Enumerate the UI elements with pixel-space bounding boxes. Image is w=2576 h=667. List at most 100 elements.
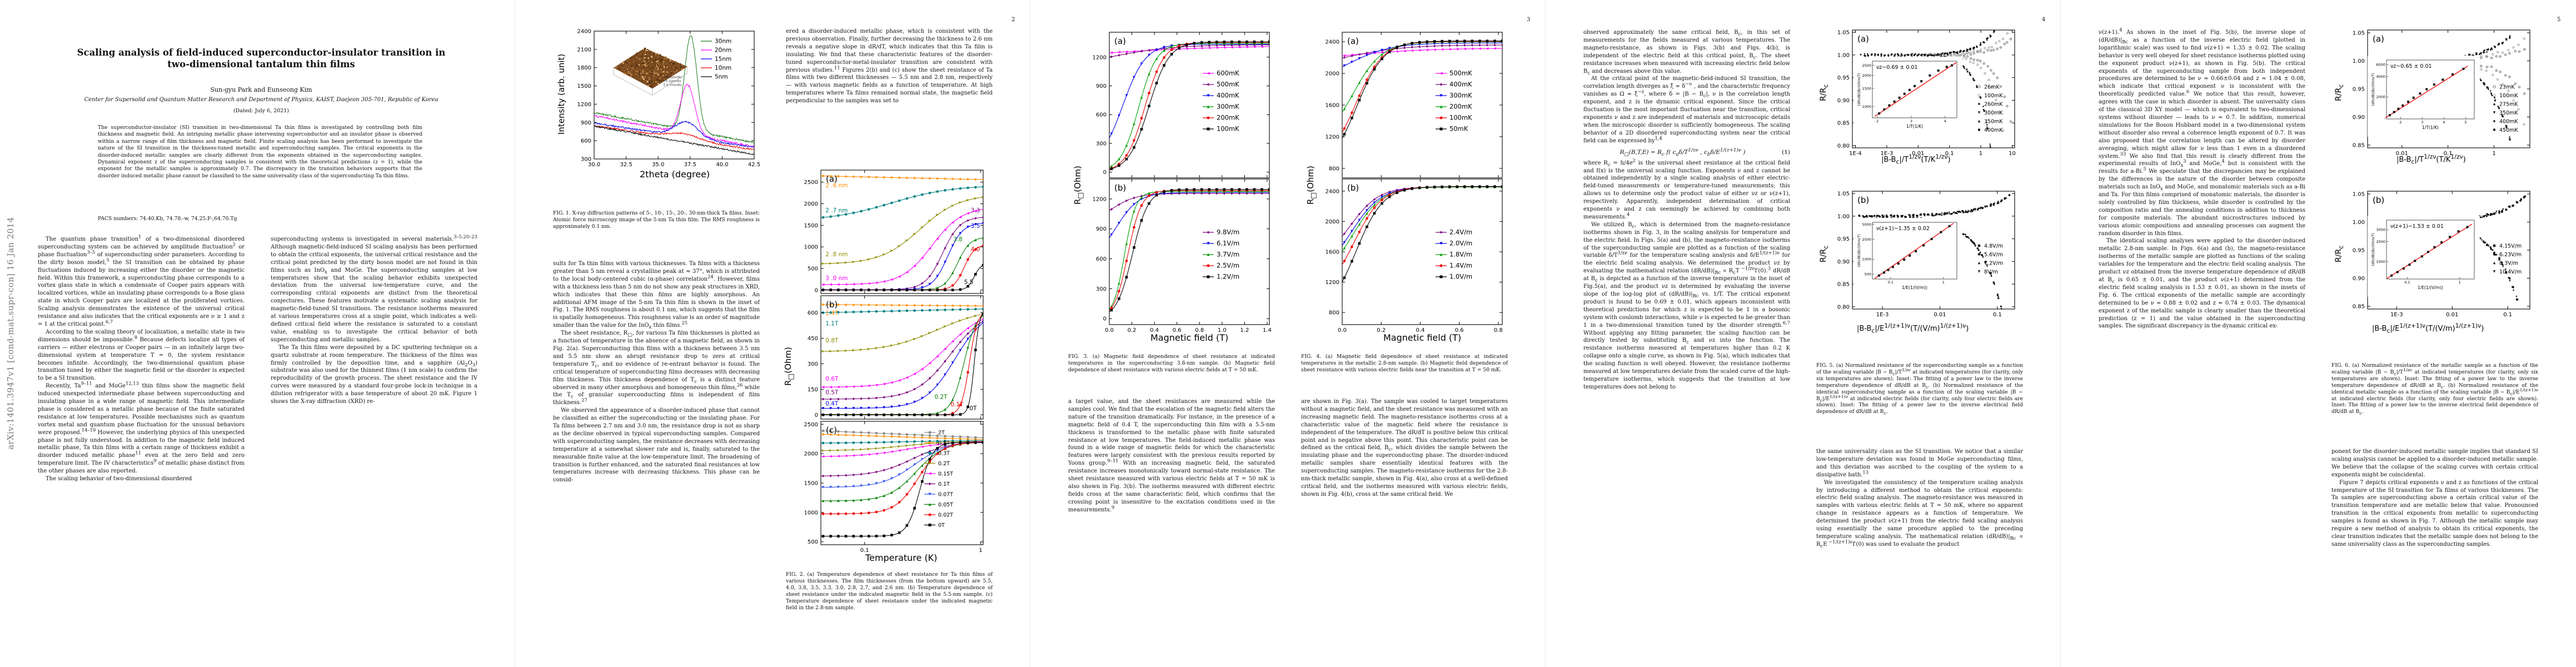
svg-text:νz~0.69 ± 0.01: νz~0.69 ± 0.01: [1876, 64, 1918, 71]
page-1: arXiv:1401.3947v1 [cond-mat.supr-con] 16…: [0, 0, 515, 667]
axis-label: Magnetic field (T): [1383, 332, 1462, 343]
svg-text:5.6V/m: 5.6V/m: [1984, 252, 2003, 258]
svg-text:400mK: 400mK: [1217, 92, 1239, 99]
svg-text:4.0: 4.0: [971, 246, 980, 253]
page-2: 2 30.0 32.5 35.0 37.5 40.0 42.5 300 600 900 1200 1…: [515, 0, 1030, 667]
svg-text:0.6T: 0.6T: [825, 376, 839, 382]
svg-text:1500: 1500: [804, 223, 818, 229]
svg-text:1.4V/m: 1.4V/m: [1449, 262, 1472, 270]
svg-text:0.1: 0.1: [1888, 280, 1894, 285]
svg-text:0: 0: [815, 412, 818, 419]
svg-text:6000: 6000: [2376, 62, 2385, 67]
paper-pacs: PACS numbers: 74.40.Kb, 74.78.-w, 74.25.…: [98, 216, 237, 222]
svg-text:300: 300: [581, 157, 591, 163]
svg-text:(a): (a): [1114, 36, 1126, 46]
svg-text:1000: 1000: [804, 510, 818, 516]
svg-text:260mK: 260mK: [1984, 101, 2003, 107]
figure-6-scaling-metallic: 0.01 0.1 1 0.85 0.90 0.95 1.00 1.05 (a) 23mK 100mK…: [2321, 24, 2543, 358]
axis-label: |B-Bc|/T1/zν(T/K1/zν): [1881, 153, 1951, 166]
paragraph: According to the scaling theory of local…: [38, 328, 245, 382]
svg-text:0.2T: 0.2T: [938, 461, 950, 467]
svg-text:1E-3: 1E-3: [1881, 151, 1894, 157]
svg-text:32.5: 32.5: [620, 162, 632, 168]
svg-text:2: 2: [2399, 120, 2401, 125]
svg-text:0.85: 0.85: [2353, 303, 2365, 310]
svg-text:2.0V/m: 2.0V/m: [1449, 240, 1472, 247]
svg-text:5nm: 5nm: [715, 74, 728, 81]
page-4: 4 observed approximately the same critic…: [1546, 0, 2061, 667]
svg-text:1: 1: [2459, 280, 2461, 285]
svg-text:2400: 2400: [577, 29, 591, 35]
axis-label: R/Rc: [2334, 245, 2345, 262]
svg-text:0.01: 0.01: [1912, 151, 1924, 157]
paragraph: The sheet resistance, R□, for various Ta…: [553, 330, 760, 406]
svg-text:1000: 1000: [804, 245, 818, 251]
svg-text:1200: 1200: [1093, 54, 1107, 61]
svg-text:0.80: 0.80: [1837, 143, 1850, 149]
svg-text:1000: 1000: [1862, 257, 1871, 262]
axis-label: R/Rc: [1819, 84, 1830, 101]
axis-label: R□(Ohm): [1306, 166, 1317, 205]
svg-text:3: 3: [1910, 119, 1912, 123]
svg-text:500: 500: [1865, 272, 1871, 277]
svg-text:1.00: 1.00: [1837, 213, 1850, 220]
svg-text:1: 1: [1979, 151, 1982, 157]
svg-text:0: 0: [815, 287, 818, 293]
svg-text:1600: 1600: [1326, 250, 1339, 256]
fig1-chart: 30.0 32.5 35.0 37.5 40.0 42.5 300 600 900 1200 150…: [547, 26, 768, 202]
svg-text:300: 300: [808, 361, 818, 367]
fig5-caption: FIG. 5. (a) Normalized resistance of the…: [1816, 362, 2024, 416]
svg-text:100mK: 100mK: [1449, 114, 1472, 122]
svg-text:0.8: 0.8: [1494, 327, 1503, 334]
svg-text:500mK: 500mK: [1449, 69, 1472, 77]
svg-text:1.2: 1.2: [1240, 327, 1249, 334]
paragraph: We utilized Bc, which is determined from…: [1583, 221, 1791, 390]
svg-text:4000: 4000: [2376, 74, 2385, 79]
figure-2-rt-curves: 0 500 1000 1500 2000 2500 (a) 2 .6 nm 2 .7 nm 2 .…: [775, 165, 998, 568]
svg-text:0.95: 0.95: [1837, 236, 1850, 242]
axis-label: R/Rc: [1819, 245, 1830, 262]
svg-text:42.5: 42.5: [748, 162, 760, 168]
svg-text:0.8T: 0.8T: [825, 337, 839, 344]
svg-text:1: 1: [2492, 151, 2495, 157]
page2-column-right-top: ered a disorder-induced metallic phase, …: [786, 28, 993, 105]
svg-text:0.1: 0.1: [1993, 312, 2002, 318]
svg-text:0.6: 0.6: [1455, 327, 1464, 334]
svg-text:0T: 0T: [938, 522, 945, 529]
axis-label: 2theta (degree): [640, 169, 710, 180]
fig4-caption: FIG. 4. (a) Magnetic field dependence of…: [1301, 354, 1508, 373]
figure-5-scaling-superconducting: 1E-4 1E-3 0.01 0.1 1 10 0.80 0.85 0.90 0.95 1.00 1.…: [1806, 24, 2028, 358]
paragraph: The Ta thin films were deposited by a DC…: [271, 344, 477, 405]
svg-text:800: 800: [1329, 310, 1339, 316]
svg-text:1.00: 1.00: [1837, 52, 1850, 58]
svg-text:(b): (b): [2373, 195, 2384, 205]
page1-column-right: superconducting systems is investigated …: [271, 235, 477, 406]
svg-text:1.8V/m: 1.8V/m: [1449, 251, 1472, 258]
fig3-chart: 0 300 600 900 1200 (a) 600mK 500mK 400mK 300mK 200…: [1063, 26, 1283, 347]
svg-text:2500: 2500: [1862, 237, 1871, 242]
fig6-caption: FIG. 6. (a) Normalized resistance of the…: [2331, 362, 2539, 416]
svg-text:5: 5: [2464, 120, 2467, 125]
svg-text:2000: 2000: [804, 201, 818, 207]
svg-text:1E-3: 1E-3: [1876, 312, 1889, 318]
page3-column-left: a target value, and the sheet resistance…: [1068, 398, 1275, 514]
arxiv-banner: arXiv:1401.3947v1 [cond-mat.supr-con] 16…: [2, 0, 19, 667]
svg-text:0.01: 0.01: [2446, 312, 2458, 318]
svg-text:0: 0: [1103, 316, 1107, 322]
page-number: 5: [2557, 17, 2561, 23]
svg-text:26mK: 26mK: [1984, 84, 2000, 90]
svg-text:3 .0 nm: 3 .0 nm: [825, 275, 848, 282]
svg-text:500: 500: [808, 266, 818, 272]
svg-text:0.95: 0.95: [1837, 75, 1850, 81]
svg-text:400mK: 400mK: [1449, 81, 1472, 88]
svg-text:νz~0.65 ± 0.01: νz~0.65 ± 0.01: [2390, 63, 2432, 69]
svg-text:1.2V/m: 1.2V/m: [1217, 273, 1239, 281]
svg-text:0.1: 0.1: [2444, 151, 2453, 157]
svg-text:0.90: 0.90: [1837, 259, 1850, 265]
svg-text:400mK: 400mK: [1984, 127, 2003, 133]
svg-text:900: 900: [1096, 226, 1107, 232]
equation-body: R□(B,T,E) = Rc f( caδ/T1/zν , cbδ/E1/(z+…: [1620, 147, 1746, 157]
svg-text:Z:0.7nm/div: Z:0.7nm/div: [663, 84, 682, 87]
axis-label: Intensity (arb. unit): [556, 53, 566, 135]
page2-column-left: sults for Ta thin films with various thi…: [553, 260, 760, 484]
